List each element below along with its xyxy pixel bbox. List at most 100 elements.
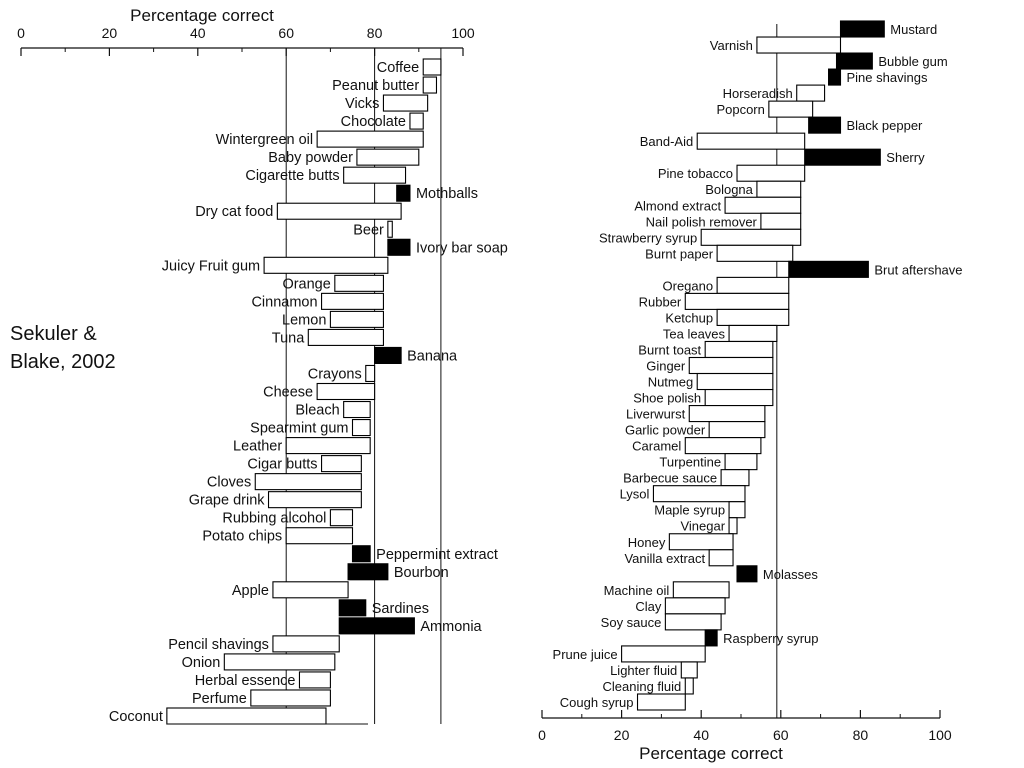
bar-popcorn [768,100,814,118]
bar-label-cinnamon: Cinnamon [251,294,317,310]
bar-turpentine [724,453,758,471]
bar-label-sherry: Sherry [886,150,925,165]
bar-bleach [343,400,371,419]
bar-label-clay: Clay [635,599,662,614]
bar-label-vanilla-extract: Vanilla extract [624,551,705,566]
bar-black-pepper [808,116,842,134]
bar-coconut [166,707,327,725]
x-tick-label: 0 [17,25,25,41]
bar-horseradish [796,84,826,102]
bar-bologna [756,180,802,198]
bar-label-bubble-gum: Bubble gum [878,54,947,69]
bar-coffee [422,58,442,76]
bar-peppermint-extract [351,545,371,563]
bar-label-herbal-essence: Herbal essence [195,673,296,689]
bar-peanut-butter [422,76,438,94]
bar-label-popcorn: Popcorn [716,102,764,117]
bar-rubber [684,292,790,310]
bar-juicy-fruit-gum [263,256,389,274]
bar-label-banana: Banana [407,348,458,364]
bar-label-cleaning-fluid: Cleaning fluid [602,679,681,694]
bar-label-sardines: Sardines [372,601,429,617]
bar-prune-juice [621,645,706,663]
bar-label-brut-aftershave: Brut aftershave [874,262,962,277]
bar-wintergreen-oil [316,130,424,148]
bar-label-cough-syrup: Cough syrup [560,695,634,710]
bar-label-tea-leaves: Tea leaves [663,326,726,341]
bar-herbal-essence [298,671,331,689]
bar-clay [664,597,726,615]
bar-label-liverwurst: Liverwurst [626,407,686,422]
bar-cough-syrup [636,693,686,711]
bar-oregano [716,276,790,294]
bar-label-vinegar: Vinegar [680,519,725,534]
x-tick-label: 80 [367,25,383,41]
bar-beer [387,220,393,238]
bar-garlic-powder [708,421,766,439]
bar-label-turpentine: Turpentine [659,455,721,470]
x-tick-label: 0 [538,727,546,743]
bar-label-garlic-powder: Garlic powder [625,423,706,438]
bar-label-barbecue-sauce: Barbecue sauce [623,471,717,486]
bar-burnt-toast [704,340,774,359]
bar-label-burnt-toast: Burnt toast [638,342,701,357]
bar-label-shoe-polish: Shoe polish [633,391,701,406]
bar-label-prune-juice: Prune juice [553,647,618,662]
bar-label-ketchup: Ketchup [665,310,713,325]
bar-label-vicks: Vicks [345,96,379,112]
bar-label-perfume: Perfume [192,691,247,707]
bar-label-cigar-butts: Cigar butts [247,457,317,473]
bar-label-juicy-fruit-gum: Juicy Fruit gum [162,258,260,274]
bar-baby-powder [356,148,420,166]
bar-raspberry-syrup [704,629,718,647]
bar-pine-tobacco [736,164,806,182]
bar-label-lemon: Lemon [282,312,326,328]
x-tick-label: 40 [693,727,709,743]
x-tick-label: 100 [928,727,952,743]
bar-ammonia [338,617,415,635]
bar-label-peppermint-extract: Peppermint extract [376,547,498,563]
bar-varnish [756,36,842,54]
bar-machine-oil [672,581,730,599]
bar-label-rubbing-alcohol: Rubbing alcohol [222,511,326,527]
bar-label-nutmeg: Nutmeg [648,375,694,390]
bar-label-wintergreen-oil: Wintergreen oil [216,132,314,148]
bar-label-mustard: Mustard [890,22,937,37]
bar-label-nail-polish-remover: Nail polish remover [646,214,758,229]
x-tick-label: 60 [773,727,789,743]
bar-perfume [250,689,331,707]
bar-label-band-aid: Band-Aid [640,134,693,149]
bar-leather [285,437,371,455]
bar-burnt-paper [716,244,794,262]
bar-label-coconut: Coconut [109,709,163,725]
bar-apple [272,581,349,599]
bar-lemon [329,310,384,328]
bar-label-honey: Honey [628,535,666,550]
bar-label-crayons: Crayons [308,366,362,382]
bar-label-molasses: Molasses [763,567,818,582]
bar-grape-drink [267,491,362,509]
bar-label-bologna: Bologna [705,182,753,197]
bar-ketchup [716,308,790,326]
bar-mustard [839,20,885,38]
x-tick-label: 80 [853,727,869,743]
bar-onion [223,653,336,671]
bar-brut-aftershave [788,260,869,278]
bar-pencil-shavings [272,635,340,653]
bar-cleaning-fluid [684,677,694,695]
bar-barbecue-sauce [720,469,750,487]
bar-label-potato-chips: Potato chips [202,529,282,545]
bar-label-strawberry-syrup: Strawberry syrup [599,230,697,245]
bar-vicks [382,94,429,112]
bar-mothballs [396,184,411,202]
x-axis-title: Percentage correct [130,6,274,25]
bar-lysol [652,485,746,503]
x-tick-label: 40 [190,25,206,41]
bar-label-caramel: Caramel [632,439,681,454]
bar-label-cloves: Cloves [207,475,251,491]
bar-crayons [365,364,376,383]
bar-label-ivory-bar-soap: Ivory bar soap [416,240,508,256]
bar-chocolate [409,112,424,130]
bar-label-orange: Orange [282,276,330,292]
